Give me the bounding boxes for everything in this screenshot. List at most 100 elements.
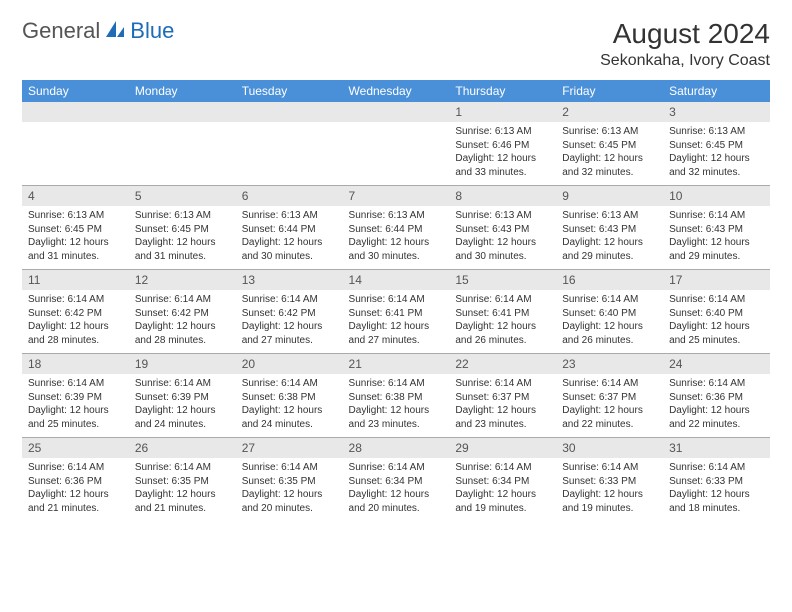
daylight-line: Daylight: 12 hours and 28 minutes. xyxy=(28,320,123,347)
sunrise-line: Sunrise: 6:14 AM xyxy=(28,461,123,475)
sunset-line: Sunset: 6:37 PM xyxy=(455,391,550,405)
day-body-cell: Sunrise: 6:13 AMSunset: 6:44 PMDaylight:… xyxy=(236,206,343,270)
day-body-cell: Sunrise: 6:14 AMSunset: 6:38 PMDaylight:… xyxy=(343,374,450,438)
day-body-cell: Sunrise: 6:13 AMSunset: 6:45 PMDaylight:… xyxy=(663,122,770,186)
sunset-line: Sunset: 6:44 PM xyxy=(349,223,444,237)
sunrise-line: Sunrise: 6:14 AM xyxy=(669,461,764,475)
sunrise-line: Sunrise: 6:14 AM xyxy=(349,377,444,391)
day-body-cell: Sunrise: 6:13 AMSunset: 6:46 PMDaylight:… xyxy=(449,122,556,186)
sunrise-line: Sunrise: 6:14 AM xyxy=(669,209,764,223)
daylight-line: Daylight: 12 hours and 32 minutes. xyxy=(669,152,764,179)
sunset-line: Sunset: 6:35 PM xyxy=(135,475,230,489)
day-header: Thursday xyxy=(449,80,556,102)
day-body-cell: Sunrise: 6:13 AMSunset: 6:45 PMDaylight:… xyxy=(129,206,236,270)
sunrise-line: Sunrise: 6:14 AM xyxy=(28,293,123,307)
day-number-cell: 30 xyxy=(556,438,663,459)
sunrise-line: Sunrise: 6:14 AM xyxy=(349,461,444,475)
sunrise-line: Sunrise: 6:14 AM xyxy=(349,293,444,307)
sunset-line: Sunset: 6:41 PM xyxy=(349,307,444,321)
day-number-row: 18192021222324 xyxy=(22,354,770,375)
sunrise-line: Sunrise: 6:13 AM xyxy=(562,125,657,139)
day-header: Friday xyxy=(556,80,663,102)
day-body-cell: Sunrise: 6:14 AMSunset: 6:36 PMDaylight:… xyxy=(22,458,129,521)
day-number-cell xyxy=(129,102,236,122)
day-number-cell xyxy=(236,102,343,122)
day-number-cell: 31 xyxy=(663,438,770,459)
day-body-cell: Sunrise: 6:14 AMSunset: 6:35 PMDaylight:… xyxy=(129,458,236,521)
sunset-line: Sunset: 6:38 PM xyxy=(242,391,337,405)
day-body-cell: Sunrise: 6:13 AMSunset: 6:45 PMDaylight:… xyxy=(556,122,663,186)
day-number-cell: 8 xyxy=(449,186,556,207)
day-body-cell: Sunrise: 6:13 AMSunset: 6:45 PMDaylight:… xyxy=(22,206,129,270)
sunrise-line: Sunrise: 6:14 AM xyxy=(28,377,123,391)
daylight-line: Daylight: 12 hours and 20 minutes. xyxy=(349,488,444,515)
day-body-cell xyxy=(129,122,236,186)
day-header: Saturday xyxy=(663,80,770,102)
day-number-cell: 12 xyxy=(129,270,236,291)
day-number-cell: 3 xyxy=(663,102,770,122)
day-number-row: 25262728293031 xyxy=(22,438,770,459)
day-body-cell xyxy=(343,122,450,186)
sunset-line: Sunset: 6:33 PM xyxy=(562,475,657,489)
header-bar: General Blue August 2024 Sekonkaha, Ivor… xyxy=(22,18,770,70)
daylight-line: Daylight: 12 hours and 29 minutes. xyxy=(669,236,764,263)
day-body-cell xyxy=(22,122,129,186)
daylight-line: Daylight: 12 hours and 32 minutes. xyxy=(562,152,657,179)
daylight-line: Daylight: 12 hours and 23 minutes. xyxy=(455,404,550,431)
sunset-line: Sunset: 6:39 PM xyxy=(135,391,230,405)
daylight-line: Daylight: 12 hours and 24 minutes. xyxy=(242,404,337,431)
day-body-cell: Sunrise: 6:14 AMSunset: 6:40 PMDaylight:… xyxy=(556,290,663,354)
sunset-line: Sunset: 6:42 PM xyxy=(28,307,123,321)
daylight-line: Daylight: 12 hours and 29 minutes. xyxy=(562,236,657,263)
day-number-row: 123 xyxy=(22,102,770,122)
day-body-row: Sunrise: 6:14 AMSunset: 6:36 PMDaylight:… xyxy=(22,458,770,521)
day-body-cell: Sunrise: 6:14 AMSunset: 6:41 PMDaylight:… xyxy=(449,290,556,354)
day-body-cell: Sunrise: 6:14 AMSunset: 6:33 PMDaylight:… xyxy=(663,458,770,521)
daylight-line: Daylight: 12 hours and 23 minutes. xyxy=(349,404,444,431)
daylight-line: Daylight: 12 hours and 27 minutes. xyxy=(349,320,444,347)
day-body-cell: Sunrise: 6:14 AMSunset: 6:38 PMDaylight:… xyxy=(236,374,343,438)
daylight-line: Daylight: 12 hours and 22 minutes. xyxy=(562,404,657,431)
day-body-cell: Sunrise: 6:14 AMSunset: 6:40 PMDaylight:… xyxy=(663,290,770,354)
day-number-cell xyxy=(343,102,450,122)
daylight-line: Daylight: 12 hours and 28 minutes. xyxy=(135,320,230,347)
day-number-cell: 2 xyxy=(556,102,663,122)
title-block: August 2024 Sekonkaha, Ivory Coast xyxy=(600,18,770,70)
location: Sekonkaha, Ivory Coast xyxy=(600,52,770,70)
daylight-line: Daylight: 12 hours and 26 minutes. xyxy=(562,320,657,347)
day-number-row: 45678910 xyxy=(22,186,770,207)
sunset-line: Sunset: 6:43 PM xyxy=(455,223,550,237)
sunset-line: Sunset: 6:34 PM xyxy=(349,475,444,489)
sunset-line: Sunset: 6:40 PM xyxy=(669,307,764,321)
sunrise-line: Sunrise: 6:13 AM xyxy=(28,209,123,223)
day-number-cell: 19 xyxy=(129,354,236,375)
day-number-cell: 6 xyxy=(236,186,343,207)
month-title: August 2024 xyxy=(600,18,770,50)
sunset-line: Sunset: 6:42 PM xyxy=(135,307,230,321)
sunrise-line: Sunrise: 6:14 AM xyxy=(455,293,550,307)
logo-sail-icon xyxy=(104,19,126,44)
day-body-cell: Sunrise: 6:14 AMSunset: 6:33 PMDaylight:… xyxy=(556,458,663,521)
day-number-cell: 20 xyxy=(236,354,343,375)
sunrise-line: Sunrise: 6:13 AM xyxy=(242,209,337,223)
sunset-line: Sunset: 6:43 PM xyxy=(562,223,657,237)
sunrise-line: Sunrise: 6:14 AM xyxy=(562,377,657,391)
sunrise-line: Sunrise: 6:14 AM xyxy=(562,461,657,475)
daylight-line: Daylight: 12 hours and 24 minutes. xyxy=(135,404,230,431)
sunset-line: Sunset: 6:38 PM xyxy=(349,391,444,405)
day-number-cell: 15 xyxy=(449,270,556,291)
sunrise-line: Sunrise: 6:14 AM xyxy=(455,461,550,475)
day-body-cell xyxy=(236,122,343,186)
day-header: Sunday xyxy=(22,80,129,102)
day-body-cell: Sunrise: 6:14 AMSunset: 6:43 PMDaylight:… xyxy=(663,206,770,270)
day-body-cell: Sunrise: 6:14 AMSunset: 6:42 PMDaylight:… xyxy=(129,290,236,354)
daylight-line: Daylight: 12 hours and 20 minutes. xyxy=(242,488,337,515)
day-number-cell: 21 xyxy=(343,354,450,375)
day-number-cell: 7 xyxy=(343,186,450,207)
daylight-line: Daylight: 12 hours and 22 minutes. xyxy=(669,404,764,431)
day-number-cell: 28 xyxy=(343,438,450,459)
sunset-line: Sunset: 6:46 PM xyxy=(455,139,550,153)
day-body-row: Sunrise: 6:14 AMSunset: 6:39 PMDaylight:… xyxy=(22,374,770,438)
sunset-line: Sunset: 6:45 PM xyxy=(562,139,657,153)
sunset-line: Sunset: 6:36 PM xyxy=(669,391,764,405)
